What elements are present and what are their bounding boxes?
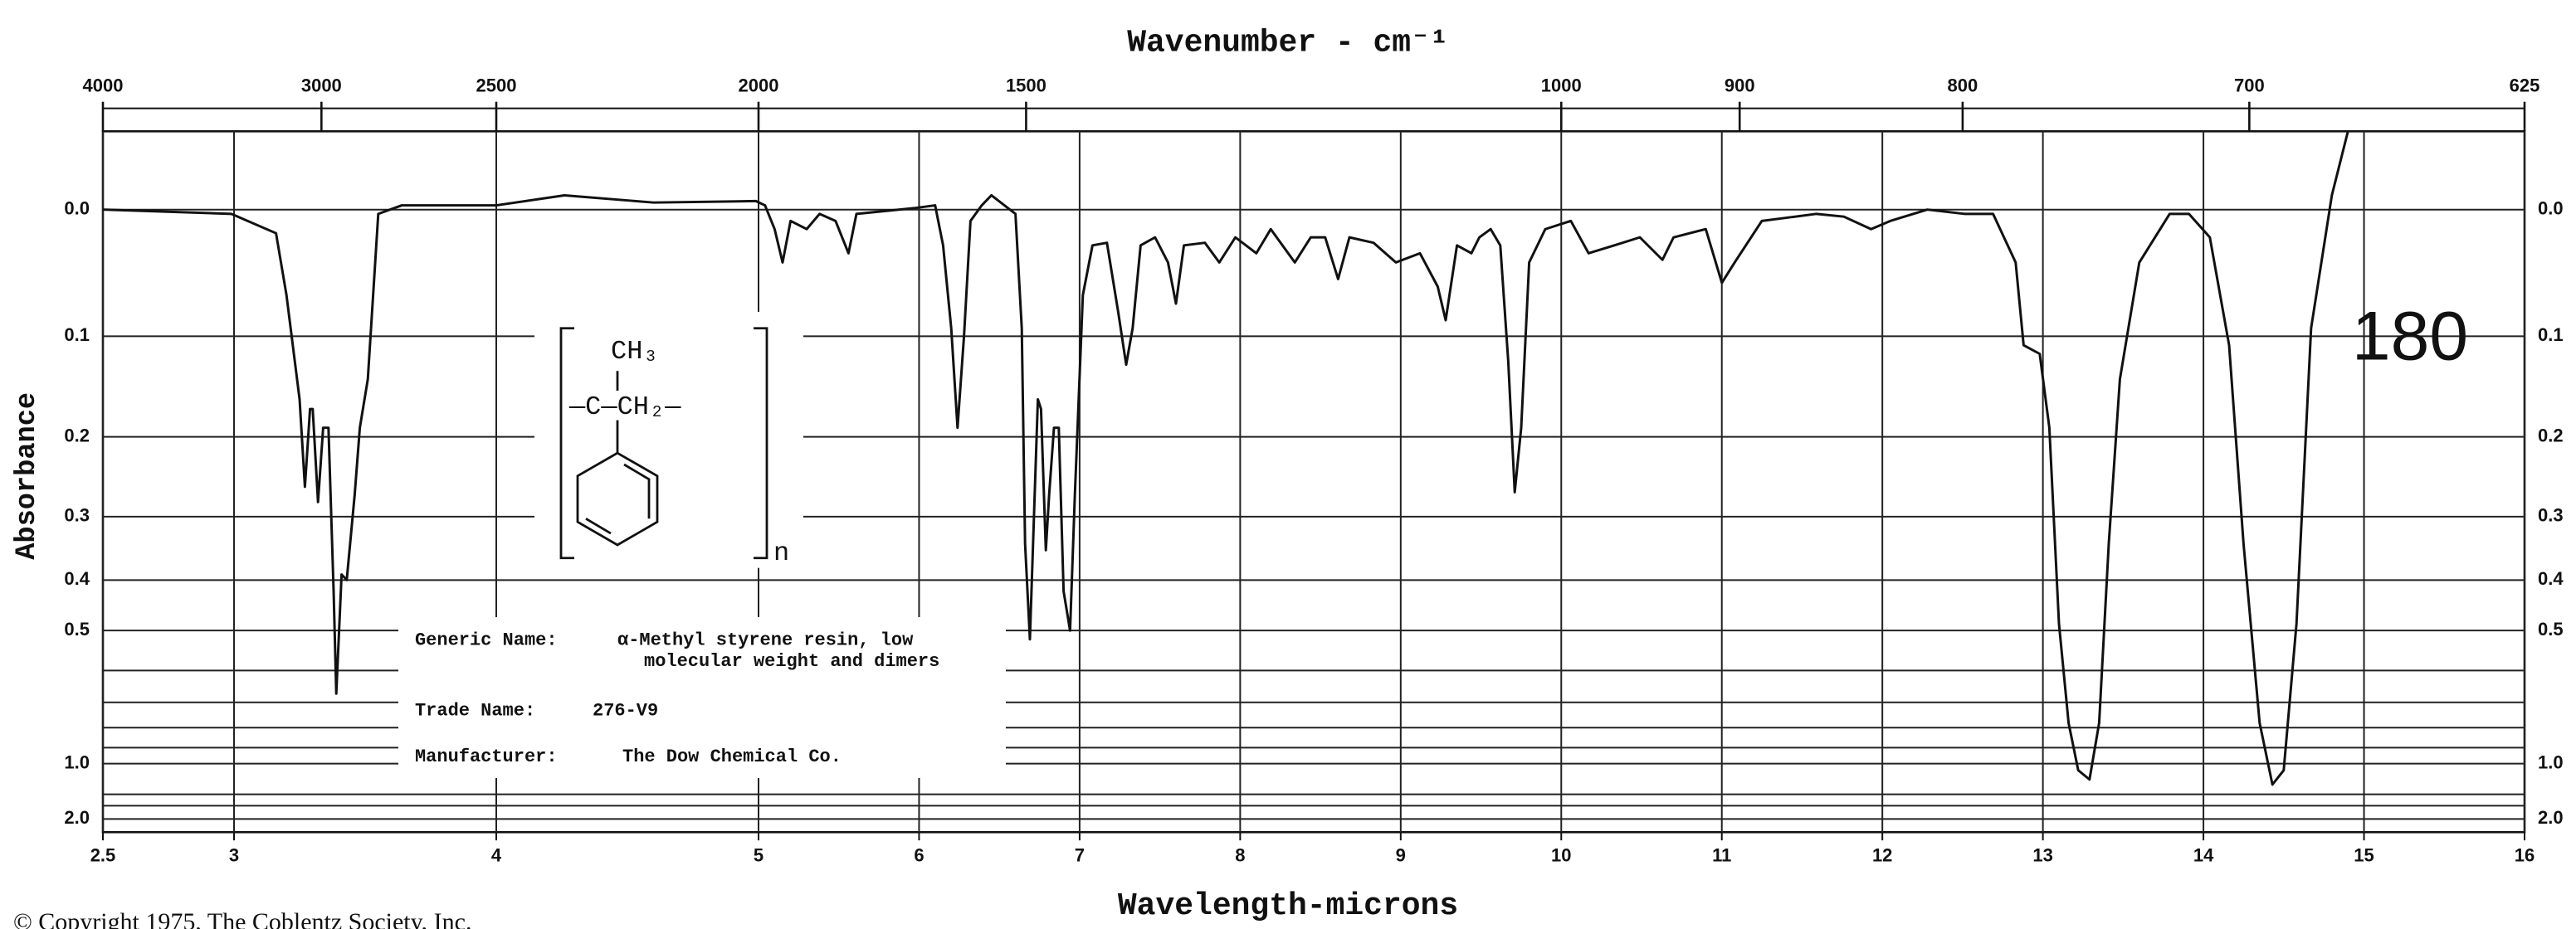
y-tick-label-right: 0.2 <box>2538 425 2564 445</box>
x-tick-label: 6 <box>914 845 924 866</box>
bracket-right <box>754 327 768 560</box>
info-value: molecular weight and dimers <box>644 651 939 672</box>
x2-tick-label: 900 <box>1725 75 1755 96</box>
x-tick-label: 4 <box>491 845 502 866</box>
bracket-left <box>559 327 574 560</box>
x2-tick-label: 1000 <box>1541 75 1582 96</box>
x-tick-label: 14 <box>2193 845 2214 866</box>
y-tick-label: 0.0 <box>64 198 90 219</box>
x-tick-label: 10 <box>1551 845 1571 866</box>
structure-chain: —C—CH₂— <box>568 392 681 422</box>
info-backdrop <box>398 617 1006 778</box>
info-label: Manufacturer: <box>415 747 558 767</box>
y-axis-title: Absorbance <box>12 392 43 560</box>
structure-n: n <box>773 538 789 568</box>
x-tick-label: 5 <box>754 845 764 866</box>
structure <box>559 327 768 560</box>
y-tick-label: 0.5 <box>64 619 90 640</box>
info-label: Trade Name: <box>415 701 535 722</box>
y-tick-label: 0.2 <box>64 425 90 445</box>
annotation: 180 <box>2352 297 2468 374</box>
x-tick-label: 15 <box>2354 845 2374 866</box>
x2-tick-label: 3000 <box>301 75 342 96</box>
info-label: Generic Name: <box>415 630 558 651</box>
x2-tick-label: 4000 <box>83 75 124 96</box>
x-tick-label: 11 <box>1712 845 1731 866</box>
x2-tick-label: 625 <box>2510 75 2540 96</box>
phenyl-ring <box>576 451 659 547</box>
y-tick-label: 1.0 <box>64 751 90 772</box>
copyright: © Copyright 1975, The Coblentz Society, … <box>13 908 471 929</box>
info-value: α-Methyl styrene resin, low <box>617 630 914 651</box>
y-tick-label-right: 2.0 <box>2538 807 2564 828</box>
x-tick-label: 12 <box>1872 845 1892 866</box>
x-tick-label: 2.5 <box>90 845 116 866</box>
y-tick-label: 0.3 <box>64 505 90 526</box>
x2-tick-label: 700 <box>2234 75 2265 96</box>
x2-tick-label: 800 <box>1948 75 1978 96</box>
x-tick-label: 9 <box>1396 845 1406 866</box>
y-tick-label-right: 0.0 <box>2538 198 2564 219</box>
y-tick-label-right: 0.4 <box>2538 568 2564 589</box>
y-tick-label: 2.0 <box>64 807 90 828</box>
y-tick-label: 0.4 <box>64 568 90 589</box>
info-value: The Dow Chemical Co. <box>622 747 842 767</box>
x-tick-label: 13 <box>2032 845 2052 866</box>
info-value: 276-V9 <box>593 701 658 722</box>
top-axis-title: Wavenumber - cm⁻¹ <box>1127 27 1449 61</box>
x-axis-title: Wavelength-microns <box>1118 889 1458 924</box>
ring-double-bond <box>585 518 612 535</box>
structure-backdrop <box>534 311 803 568</box>
x-tick-label: 3 <box>229 845 239 866</box>
x2-tick-label: 2500 <box>476 75 517 96</box>
x-tick-label: 7 <box>1075 845 1085 866</box>
y-tick-label-right: 0.5 <box>2538 619 2564 640</box>
y-tick-label-right: 0.1 <box>2538 324 2564 345</box>
spectrum-line <box>102 130 2349 786</box>
x-tick-label: 8 <box>1235 845 1245 866</box>
x2-tick-label: 1500 <box>1006 75 1046 96</box>
x-tick-label: 16 <box>2515 845 2535 866</box>
structure-ch3: CH₃ <box>611 337 659 367</box>
y-tick-label-right: 0.3 <box>2538 505 2564 526</box>
y-tick-label-right: 1.0 <box>2538 751 2564 772</box>
y-tick-label: 0.1 <box>64 324 90 345</box>
ring-double-bond <box>623 463 651 519</box>
x2-tick-label: 2000 <box>739 75 779 96</box>
